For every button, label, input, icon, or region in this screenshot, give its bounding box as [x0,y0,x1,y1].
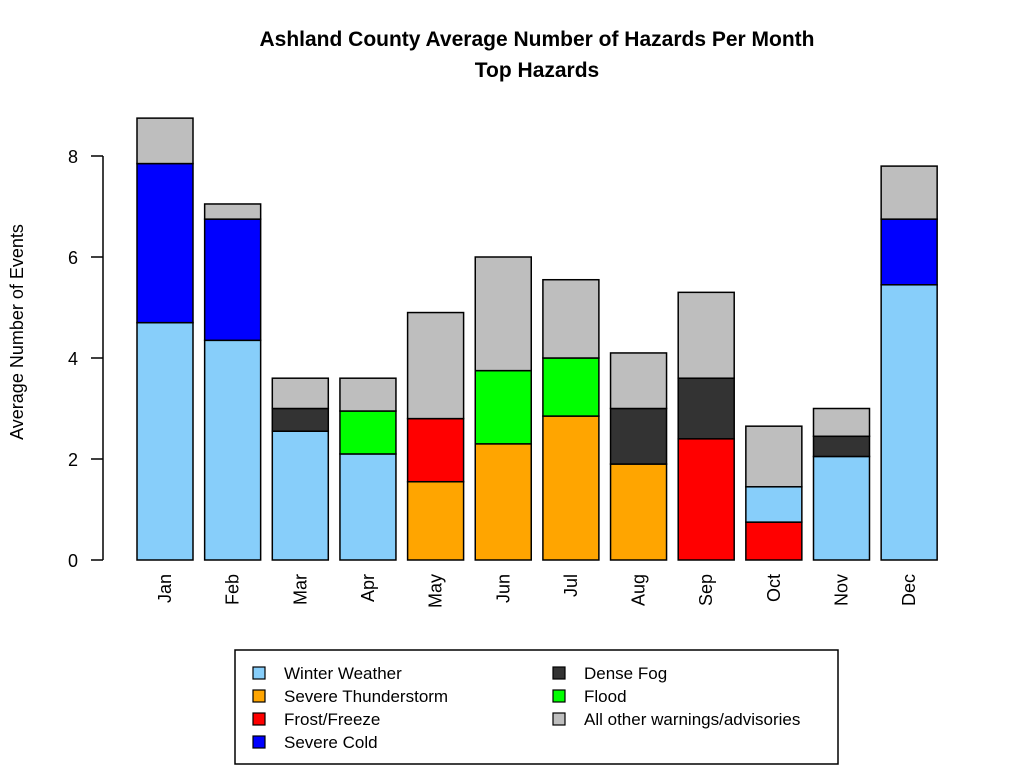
bar-segment [745,486,803,523]
bar-segment [136,321,194,561]
bar-segment [203,218,262,342]
legend-item: Winter Weather [252,664,402,683]
bar-segment [271,377,330,410]
x-axis-labels: Jan Feb Mar Apr May Jun Jul Aug Sep Oct Nov Dec [155,574,919,608]
bar-segment [812,407,871,438]
bar-stack-may [406,311,465,561]
bar-segment [339,410,397,455]
bar-segment [474,256,532,372]
bar-segment [474,369,532,445]
bar-segment [339,453,397,561]
legend-swatch [252,689,266,703]
bar-segment [542,357,600,417]
y-axis: 0 2 4 6 8 [68,147,104,571]
legend-label: Severe Thunderstorm [284,687,448,706]
legend-frame [234,649,839,765]
bar-stack-mar [271,377,330,561]
x-tick-label: Mar [290,574,310,605]
chart-subtitle: Top Hazards [475,59,599,82]
bar-segment [745,521,803,561]
legend-label: Frost/Freeze [284,710,380,729]
x-tick-label: Jun [493,574,513,603]
legend-swatch [552,712,566,726]
y-tick-label: 8 [68,147,78,167]
bar-segment [880,165,938,220]
bars [136,117,938,561]
x-tick-label: May [426,574,446,608]
bar-segment [271,407,330,432]
bar-stack-jul [542,278,600,561]
x-tick-label: Oct [764,574,784,602]
legend-label: Winter Weather [284,664,402,683]
y-tick-label: 6 [68,248,78,268]
bar-segment [609,352,668,410]
legend-item: Severe Thunderstorm [252,687,448,706]
bar-segment [677,377,735,440]
bar-segment [136,117,194,165]
legend-swatch [252,666,266,680]
legend-item: Frost/Freeze [252,710,380,729]
x-tick-label: Feb [223,574,243,605]
legend-item: Severe Cold [252,733,378,752]
legend-swatch [552,666,566,680]
bar-stack-nov [812,407,871,561]
bar-segment [542,278,600,359]
y-axis-label: Average Number of Events [7,224,27,440]
x-tick-label: Jul [561,574,581,597]
x-tick-label: Apr [358,574,378,602]
y-tick-label: 0 [68,551,78,571]
bar-segment [677,438,735,561]
bar-segment [609,407,668,465]
bar-segment [203,339,262,561]
y-tick-label: 2 [68,450,78,470]
legend-label: Flood [584,687,627,706]
bar-stack-oct [745,425,803,561]
bar-segment [406,311,465,420]
legend-swatch [252,712,266,726]
bar-segment [812,455,871,561]
bar-segment [406,417,465,483]
legend-item: Dense Fog [552,664,667,683]
bar-stack-aug [609,352,668,561]
bar-segment [880,284,938,561]
x-tick-label: Nov [832,574,852,606]
y-tick-label: 4 [68,349,78,369]
bar-stack-dec [880,165,938,561]
legend-item: Flood [552,687,627,706]
bar-segment [880,218,938,286]
legend-swatch [252,735,266,749]
bar-segment [474,443,532,561]
bar-segment [609,463,668,561]
bar-segment [812,435,871,458]
bar-segment [542,415,600,561]
bar-segment [745,425,803,488]
legend-item: All other warnings/advisories [552,710,800,729]
bar-segment [271,430,330,561]
chart-title: Ashland County Average Number of Hazards… [259,28,814,51]
bar-segment [406,480,465,561]
legend: Winter Weather Severe Thunderstorm Frost/F… [234,649,839,765]
bar-stack-jun [474,256,532,561]
bar-segment [203,203,262,220]
x-tick-label: Aug [629,574,649,606]
legend-swatch [552,689,566,703]
bar-segment [677,291,735,379]
legend-label: All other warnings/advisories [584,710,800,729]
legend-label: Dense Fog [584,664,667,683]
x-tick-label: Dec [899,574,919,606]
x-tick-label: Jan [155,574,175,603]
bar-stack-jan [136,117,194,561]
bar-stack-feb [203,203,262,561]
x-tick-label: Sep [696,574,716,606]
bar-segment [339,377,397,412]
bar-stack-sep [677,291,735,561]
bar-segment [136,162,194,324]
legend-label: Severe Cold [284,733,378,752]
bar-stack-apr [339,377,397,561]
